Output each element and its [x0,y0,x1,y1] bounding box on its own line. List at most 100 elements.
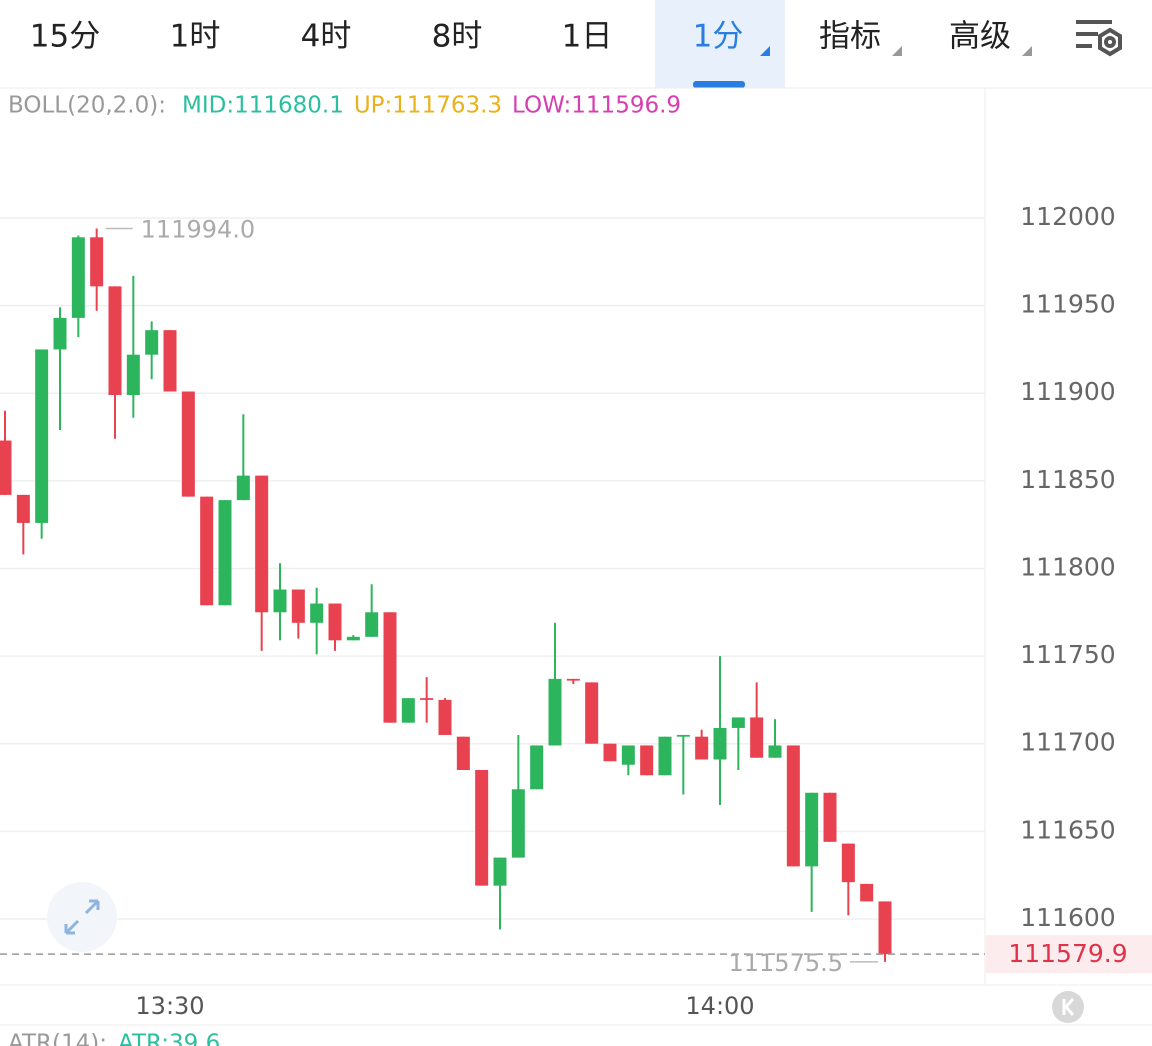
candle-body [438,699,452,735]
candle-body [603,743,617,762]
candle-body [566,678,580,681]
expand-bg [47,882,117,952]
indicator-label: BOLL(20,2.0): [8,93,166,119]
candle-body [585,682,599,744]
latest-icon [1062,998,1075,1016]
candle-body [475,769,489,886]
candle-body [328,603,342,641]
tab[interactable]: 1日 [562,19,613,55]
tab[interactable]: 高级 [949,19,1032,57]
candle-body [658,736,672,776]
y-tick-label: 111900 [1020,377,1115,406]
tab[interactable]: 15分 [30,19,100,55]
y-tick-label: 111650 [1020,815,1115,844]
candle-body [401,698,415,723]
candle-body [236,475,250,501]
candle-body [786,745,800,867]
tab-label: 指标 [819,19,881,55]
candle-body [841,843,855,883]
expand-button[interactable] [47,882,117,952]
candle-body [731,717,745,728]
plot [0,217,985,963]
tab[interactable]: 指标 [819,19,902,57]
tab-caret [760,46,770,56]
candle-body [145,330,159,355]
tab-underline [693,81,745,88]
candle-body [695,736,709,760]
tab[interactable]: 1分 [655,0,785,88]
tab-label: 15分 [30,19,100,55]
candle-body [0,440,12,495]
candle-body [805,792,819,867]
candle-body [163,330,177,392]
y-tick-label: 111600 [1020,903,1115,932]
tab-label: 1时 [170,19,221,55]
candle-body [365,612,379,637]
candle-body [548,678,562,746]
y-tick-label: 112000 [1020,202,1115,231]
candle-body [420,698,434,700]
candle-body [273,589,287,613]
settings-icon[interactable] [1076,20,1122,57]
x-tick-label: 13:30 [135,992,204,1020]
tab-highlight [655,0,785,88]
candle-body [511,789,525,858]
candle-body [71,237,85,318]
legend-entry: LOW:111596.9 [512,93,681,119]
candle-body [90,237,104,287]
icon-dot [1104,36,1116,48]
expand-icon [64,899,100,935]
latest-button[interactable] [1052,991,1084,1023]
candle-body [713,727,727,760]
candle-body [291,589,305,623]
candle-body [493,857,507,886]
tab-label: 4时 [301,19,352,55]
latest-bg [1052,991,1084,1023]
x-tick-label: 14:00 [685,992,754,1020]
candle-body [823,792,837,842]
icon-hex [1098,27,1122,57]
tab-bar [0,0,1152,88]
candle-body [456,736,470,770]
tab-label: 1分 [693,19,744,55]
candle-body [530,745,544,790]
tab-label: 1日 [562,19,613,55]
y-tick-label: 111700 [1020,728,1115,757]
candle-body [383,612,397,723]
candle-body [218,500,232,606]
candle-body [181,391,195,497]
candle-body [676,734,690,737]
candle-body [53,317,67,350]
candle-body [200,496,214,606]
y-tick-label: 111950 [1020,290,1115,319]
y-tick-label: 111750 [1020,640,1115,669]
tab[interactable]: 8时 [432,19,483,55]
tab[interactable]: 4时 [301,19,352,55]
candle-body [108,286,122,396]
candle-body [878,901,892,955]
last-price-label: 111579.9 [1008,939,1127,968]
candle-body [621,745,635,765]
sub-indicator-label: ATR(14): [8,1031,107,1046]
tab-label: 高级 [949,19,1011,55]
candle-body [255,475,269,613]
tab-caret [892,46,902,56]
candle-body [346,636,360,641]
legend-entry: MID:111680.1 [182,93,344,119]
tab[interactable]: 1时 [170,19,221,55]
candle-body [35,349,49,523]
candle-body [768,745,782,758]
candle-body [126,354,140,396]
candle-body [860,883,874,902]
annotation-label: 111575.5 [728,949,843,977]
candle-body [640,745,654,776]
annotation-label: 111994.0 [141,216,256,244]
tabs: 15分 1时 4时 8时 1日 1分 指标 高级 [30,0,1032,88]
y-tick-label: 111850 [1020,465,1115,494]
sub-value-label: ATR:39.6 [118,1031,220,1046]
tab-label: 8时 [432,19,483,55]
tab-caret [1022,46,1032,56]
legend-entry: UP:111763.3 [354,93,502,119]
